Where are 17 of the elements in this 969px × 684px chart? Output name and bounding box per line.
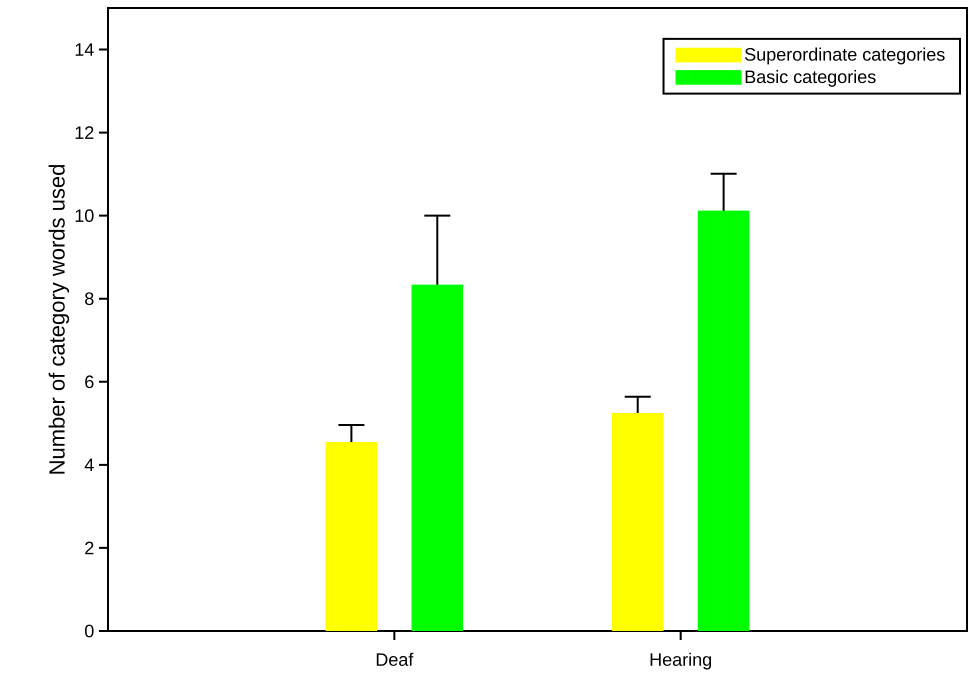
y-tick-label: 14: [76, 43, 94, 56]
y-tick-label: 12: [76, 126, 94, 139]
y-tick-label: 8: [85, 292, 94, 306]
legend-label: Basic categories: [746, 70, 876, 87]
bar: [412, 284, 464, 631]
y-axis-title: Number of category words used: [48, 165, 70, 474]
x-tick-label: Hearing: [650, 652, 712, 670]
y-tick-label: 2: [85, 542, 94, 554]
y-tick-label: 6: [85, 375, 94, 388]
bar: [326, 442, 378, 631]
y-tick-label: 0: [84, 624, 94, 638]
y-tick-label: 4: [84, 458, 94, 472]
x-tick-label: Deaf: [376, 652, 414, 666]
bar: [612, 412, 664, 631]
legend-label: Superordinate categories: [745, 48, 945, 64]
bar: [698, 210, 750, 631]
y-tick-label: 10: [76, 209, 94, 222]
